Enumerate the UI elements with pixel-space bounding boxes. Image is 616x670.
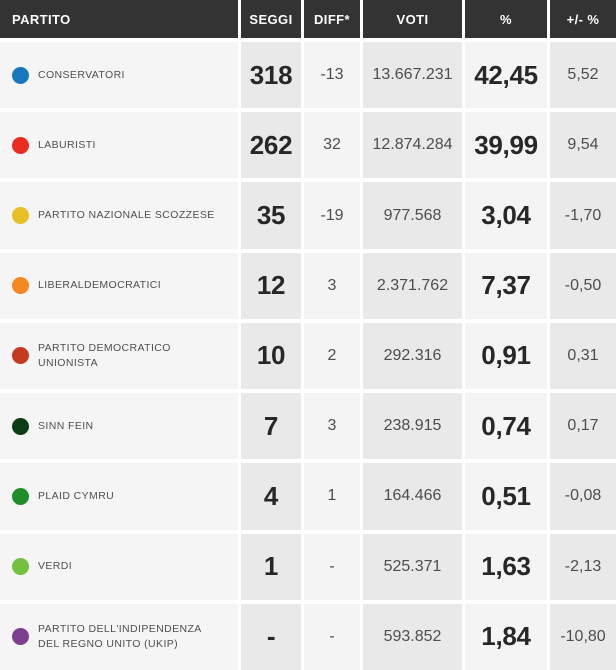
- party-color-dot-icon: [12, 66, 29, 84]
- percent-change-cell: -0,08: [550, 463, 616, 530]
- party-name: PARTITO DELL'INDIPENDENZA DEL REGNO UNIT…: [38, 622, 202, 650]
- table-row: SINN FEIN 7 3 238.915 0,74 0,17: [0, 393, 616, 460]
- percent-cell: 42,45: [465, 42, 547, 109]
- party-cell: LIBERALDEMOCRATICI: [0, 252, 238, 319]
- diff-cell: 2: [304, 322, 360, 390]
- votes-cell: 2.371.762: [363, 252, 462, 319]
- table-row: PARTITO NAZIONALE SCOZZESE 35 -19 977.56…: [0, 182, 616, 249]
- header-percent-change: +/- %: [550, 0, 616, 38]
- header-seats: SEGGI: [241, 0, 301, 38]
- table-row: LIBERALDEMOCRATICI 12 3 2.371.762 7,37 -…: [0, 252, 616, 319]
- diff-cell: 3: [304, 393, 360, 460]
- diff-cell: -19: [304, 182, 360, 249]
- table-row: PARTITO DEMOCRATICO UNIONISTA 10 2 292.3…: [0, 322, 616, 390]
- votes-cell: 593.852: [363, 603, 462, 670]
- party-cell: CONSERVATORI: [0, 42, 238, 109]
- seats-cell: -: [241, 603, 301, 670]
- party-color-dot-icon: [12, 347, 29, 365]
- party-cell: PARTITO DELL'INDIPENDENZA DEL REGNO UNIT…: [0, 603, 238, 670]
- percent-change-cell: -10,80: [550, 603, 616, 670]
- diff-cell: -: [304, 533, 360, 600]
- party-color-dot-icon: [12, 417, 29, 435]
- seats-cell: 10: [241, 322, 301, 390]
- percent-cell: 0,51: [465, 463, 547, 530]
- party-cell: SINN FEIN: [0, 393, 238, 460]
- seats-cell: 7: [241, 393, 301, 460]
- party-color-dot-icon: [12, 628, 29, 646]
- percent-cell: 3,04: [465, 182, 547, 249]
- party-name: LIBERALDEMOCRATICI: [38, 279, 162, 292]
- diff-cell: 32: [304, 112, 360, 179]
- party-cell: LABURISTI: [0, 112, 238, 179]
- votes-cell: 977.568: [363, 182, 462, 249]
- percent-cell: 0,74: [465, 393, 547, 460]
- percent-change-cell: 5,52: [550, 42, 616, 109]
- party-name: CONSERVATORI: [38, 68, 125, 81]
- party-cell: PLAID CYMRU: [0, 463, 238, 530]
- seats-cell: 1: [241, 533, 301, 600]
- percent-cell: 39,99: [465, 112, 547, 179]
- party-cell: PARTITO NAZIONALE SCOZZESE: [0, 182, 238, 249]
- seats-cell: 318: [241, 42, 301, 109]
- header-party: PARTITO: [0, 0, 238, 38]
- seats-cell: 12: [241, 252, 301, 319]
- party-cell: VERDI: [0, 533, 238, 600]
- percent-cell: 1,63: [465, 533, 547, 600]
- header-percent: %: [465, 0, 547, 38]
- party-color-dot-icon: [12, 558, 29, 576]
- header-votes: VOTI: [363, 0, 462, 38]
- percent-cell: 0,91: [465, 322, 547, 390]
- table-row: PLAID CYMRU 4 1 164.466 0,51 -0,08: [0, 463, 616, 530]
- percent-cell: 7,37: [465, 252, 547, 319]
- votes-cell: 238.915: [363, 393, 462, 460]
- party-color-dot-icon: [12, 277, 29, 295]
- table-row: LABURISTI 262 32 12.874.284 39,99 9,54: [0, 112, 616, 179]
- seats-cell: 262: [241, 112, 301, 179]
- votes-cell: 292.316: [363, 322, 462, 390]
- percent-change-cell: -1,70: [550, 182, 616, 249]
- votes-cell: 12.874.284: [363, 112, 462, 179]
- party-name: SINN FEIN: [38, 419, 94, 432]
- percent-change-cell: 9,54: [550, 112, 616, 179]
- percent-change-cell: -2,13: [550, 533, 616, 600]
- party-color-dot-icon: [12, 207, 29, 225]
- header-diff: DIFF*: [304, 0, 360, 38]
- party-name: PARTITO DEMOCRATICO UNIONISTA: [38, 341, 171, 369]
- percent-change-cell: -0,50: [550, 252, 616, 319]
- votes-cell: 164.466: [363, 463, 462, 530]
- party-name: VERDI: [38, 560, 73, 573]
- diff-cell: 3: [304, 252, 360, 319]
- party-name: PARTITO NAZIONALE SCOZZESE: [38, 208, 215, 221]
- party-name: PLAID CYMRU: [38, 489, 115, 502]
- diff-cell: -: [304, 603, 360, 670]
- diff-cell: 1: [304, 463, 360, 530]
- seats-cell: 4: [241, 463, 301, 530]
- party-color-dot-icon: [12, 487, 29, 505]
- table-row: PARTITO DELL'INDIPENDENZA DEL REGNO UNIT…: [0, 603, 616, 670]
- seats-cell: 35: [241, 182, 301, 249]
- percent-cell: 1,84: [465, 603, 547, 670]
- party-color-dot-icon: [12, 136, 29, 154]
- table-row: VERDI 1 - 525.371 1,63 -2,13: [0, 533, 616, 600]
- party-name: LABURISTI: [38, 138, 96, 151]
- votes-cell: 525.371: [363, 533, 462, 600]
- party-cell: PARTITO DEMOCRATICO UNIONISTA: [0, 322, 238, 390]
- percent-change-cell: 0,31: [550, 322, 616, 390]
- table-header-row: PARTITO SEGGI DIFF* VOTI % +/- %: [0, 0, 616, 38]
- diff-cell: -13: [304, 42, 360, 109]
- votes-cell: 13.667.231: [363, 42, 462, 109]
- table-row: CONSERVATORI 318 -13 13.667.231 42,45 5,…: [0, 42, 616, 109]
- percent-change-cell: 0,17: [550, 393, 616, 460]
